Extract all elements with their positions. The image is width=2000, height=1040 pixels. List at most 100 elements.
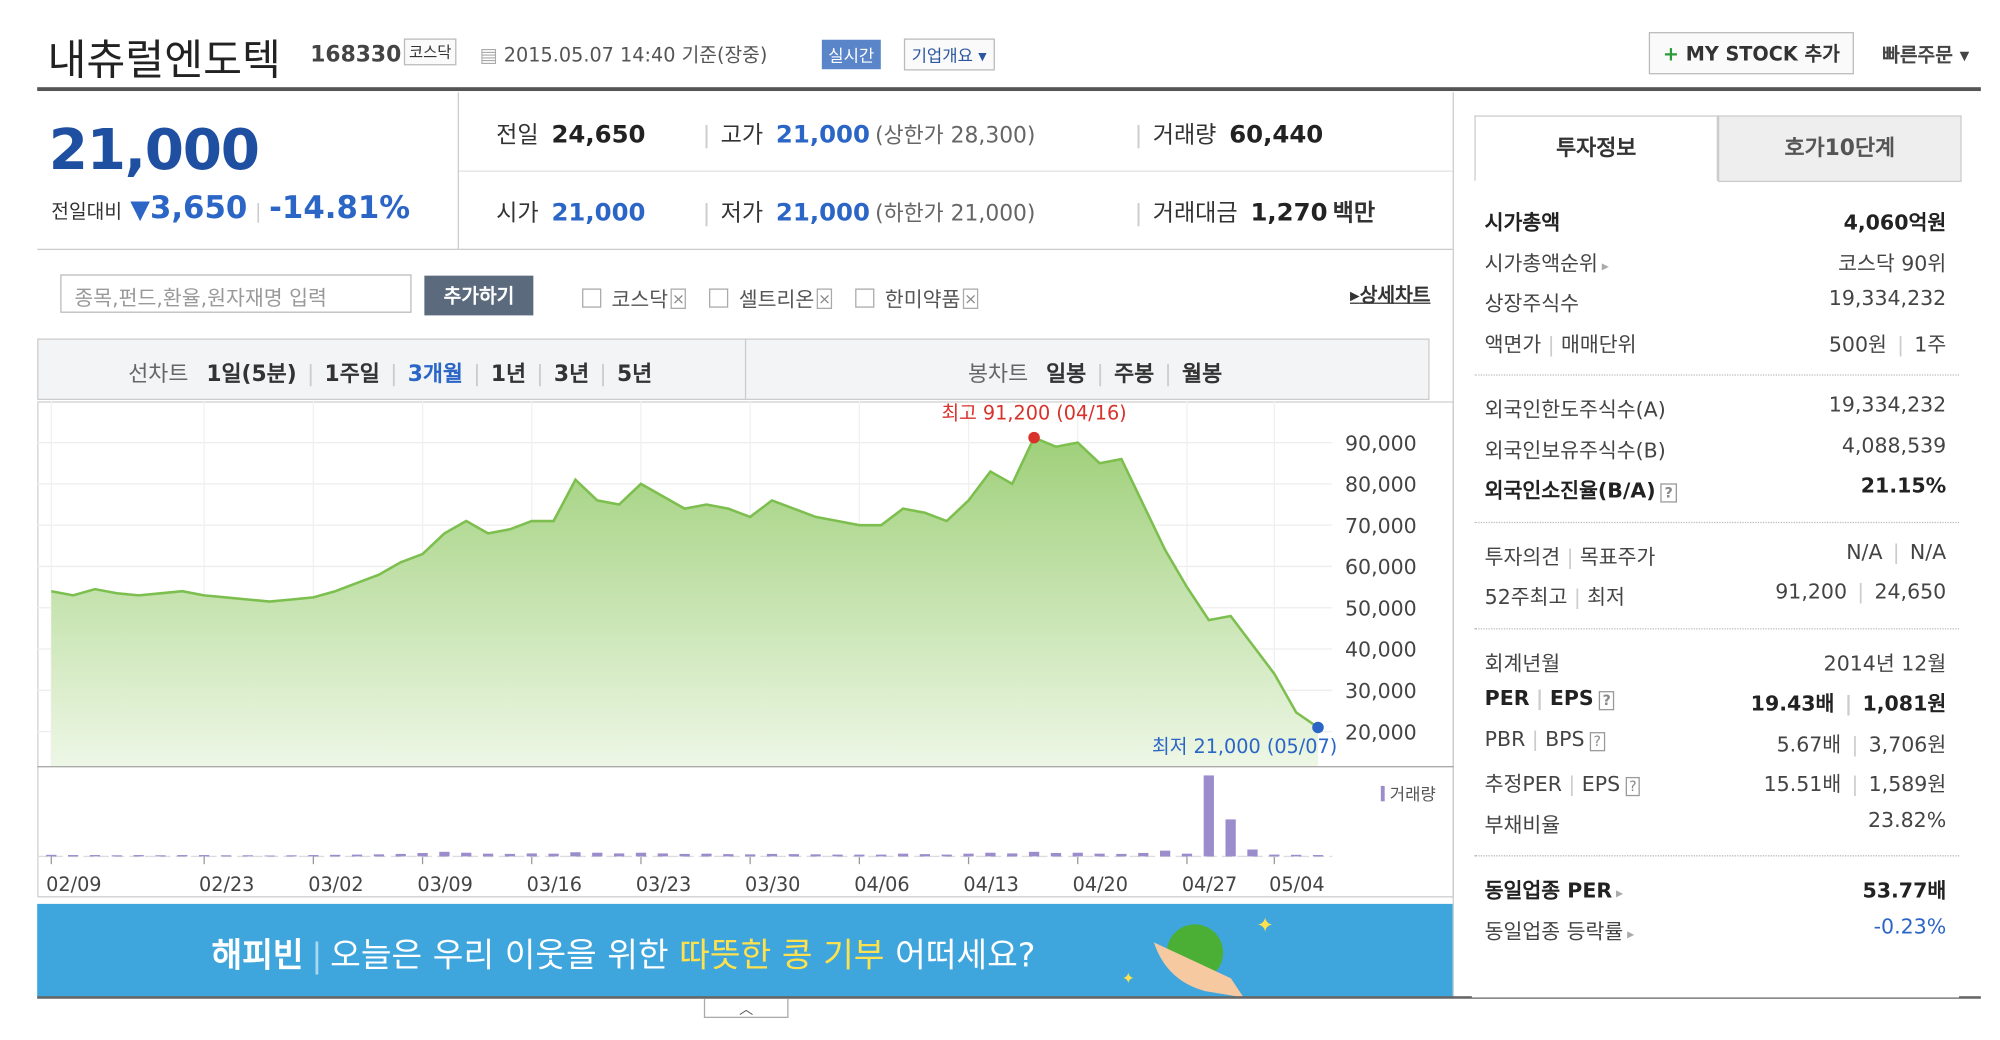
separator: |: [1568, 771, 1576, 797]
quote-value: 60,440: [1229, 120, 1324, 149]
quote-label: 전일: [496, 121, 539, 149]
banner-tail: 어떠세요?: [895, 937, 1036, 976]
info-value: 53.77배: [1862, 873, 1946, 904]
quote-value: 21,000: [775, 198, 870, 227]
label-text: 최저: [1587, 584, 1625, 609]
period-tab[interactable]: 1일(5분): [206, 361, 297, 388]
remove: ×: [670, 288, 687, 309]
stock-chart: 20,000 30,000 40,000 50,000 60,000 70,000 80,0…: [37, 401, 1454, 898]
max-point: [1028, 431, 1040, 444]
volume-bar: [89, 855, 101, 857]
info-row: 투자의견 | 목표주가 N/A | N/A: [1485, 539, 1947, 570]
quote-label: 시가: [496, 200, 539, 227]
max-label: 최고 91,200 (04/16): [941, 402, 1126, 425]
info-value: 21.15%: [1861, 473, 1946, 504]
separator: |: [702, 200, 711, 227]
side-tab[interactable]: 투자정보: [1474, 115, 1719, 181]
value-text: 53.77배: [1862, 878, 1947, 903]
volume-bar: [919, 854, 931, 857]
info-value: 91,200 | 24,650: [1775, 580, 1946, 611]
separator: |: [1892, 539, 1900, 564]
info-label[interactable]: 동일업종 등락률 ▸: [1485, 913, 1635, 944]
period-tab[interactable]: 1년: [490, 361, 527, 388]
section-divider: [1474, 627, 1960, 629]
volume-bar: [177, 855, 188, 857]
side-tab[interactable]: 호가10단계: [1718, 115, 1962, 183]
separator: |: [1566, 544, 1574, 569]
volume-bar: [526, 853, 537, 857]
candle-tab[interactable]: 일봉: [1046, 361, 1087, 388]
separator: |: [1547, 331, 1555, 356]
banner-brand: 해피빈: [211, 937, 304, 976]
volume-bar: [155, 855, 166, 857]
help-icon: ?: [1598, 691, 1615, 711]
info-label[interactable]: 동일업종 PER ▸: [1485, 873, 1623, 904]
label-text: PBR: [1484, 726, 1526, 751]
value-text: 1,589원: [1868, 771, 1947, 797]
compare-item[interactable]: 셀트리온 ×: [709, 282, 833, 313]
volume-bar: [897, 853, 909, 857]
volume-bar: [461, 852, 472, 857]
info-value: 4,088,539: [1842, 433, 1946, 464]
quote-unit: 백만: [1332, 200, 1376, 227]
info-label: 외국인소진율(B/A)?: [1485, 473, 1677, 504]
my-stock-button[interactable]: + MY STOCK 추가: [1648, 32, 1854, 75]
quote-label: 거래대금: [1152, 200, 1238, 227]
help-icon: ?: [1660, 483, 1677, 503]
x-tick-label: 03/02: [308, 873, 363, 896]
separator: |: [1844, 691, 1853, 716]
collapse-button[interactable]: ︿: [703, 998, 789, 1018]
info-label: 52주최고 | 최저: [1485, 580, 1625, 611]
volume-bar: [286, 855, 297, 857]
volume-bar: [701, 853, 712, 857]
compare-item[interactable]: 한미약품 ×: [855, 282, 979, 313]
period-tab[interactable]: 5년: [616, 361, 653, 388]
period-tab[interactable]: 3개월: [407, 361, 463, 388]
y-tick-label: 60,000: [1345, 555, 1417, 579]
volume-bar: [788, 854, 799, 857]
separator: |: [702, 121, 711, 149]
x-tick-label: 04/20: [1073, 873, 1128, 896]
compare-item[interactable]: 코스닥 ×: [582, 282, 687, 313]
volume-bar: [1312, 855, 1324, 857]
info-label[interactable]: 시가총액순위 ▸: [1485, 246, 1609, 277]
separator: |: [390, 361, 398, 388]
candle-tab[interactable]: 월봉: [1182, 361, 1223, 388]
period-tab[interactable]: 1주일: [324, 361, 380, 388]
volume-bar: [220, 855, 232, 857]
separator: |: [1096, 361, 1104, 388]
info-row: 동일업종 PER ▸ 53.77배: [1485, 873, 1947, 904]
x-tick-label: 03/30: [745, 873, 800, 896]
label-text: 시가총액순위: [1484, 250, 1598, 276]
company-info-button[interactable]: 기업개요 ▾: [903, 38, 995, 71]
info-value: 500원 | 1주: [1829, 326, 1946, 357]
value-text: 3,706원: [1868, 731, 1947, 756]
link-arrow: ▸: [1616, 884, 1624, 902]
x-tick-label: 04/27: [1182, 873, 1237, 896]
search-input[interactable]: 종목,펀드,환율,원자재명 입력: [60, 274, 412, 313]
info-label: 시가총액: [1485, 205, 1561, 236]
separator: |: [599, 361, 607, 388]
price-area: [51, 437, 1318, 767]
quote-label: 거래량: [1152, 121, 1217, 149]
separator: |: [1897, 331, 1905, 356]
info-value: N/A | N/A: [1846, 539, 1946, 570]
add-button[interactable]: 추가하기: [424, 275, 534, 316]
period-tab[interactable]: 3년: [553, 361, 590, 388]
info-value: 4,060억원: [1844, 205, 1947, 236]
separator: |: [1535, 685, 1544, 711]
detail-chart-link[interactable]: ▸상세차트: [1350, 283, 1431, 307]
info-row: 시가총액 4,060억원: [1485, 205, 1947, 236]
candle-tab[interactable]: 주봉: [1114, 361, 1155, 388]
quick-order[interactable]: 빠른주문 ▾: [1882, 43, 1970, 67]
volume-bar: [657, 853, 668, 857]
volume-bar: [832, 854, 843, 857]
link-arrow: ▸: [1627, 925, 1635, 942]
info-row: 부채비율 23.82%: [1485, 807, 1947, 838]
info-label: 회계년월: [1485, 646, 1561, 677]
separator: |: [1134, 200, 1143, 227]
value-text: N/A: [1909, 539, 1947, 564]
volume-bar: [1094, 853, 1105, 857]
divider: [744, 338, 747, 401]
